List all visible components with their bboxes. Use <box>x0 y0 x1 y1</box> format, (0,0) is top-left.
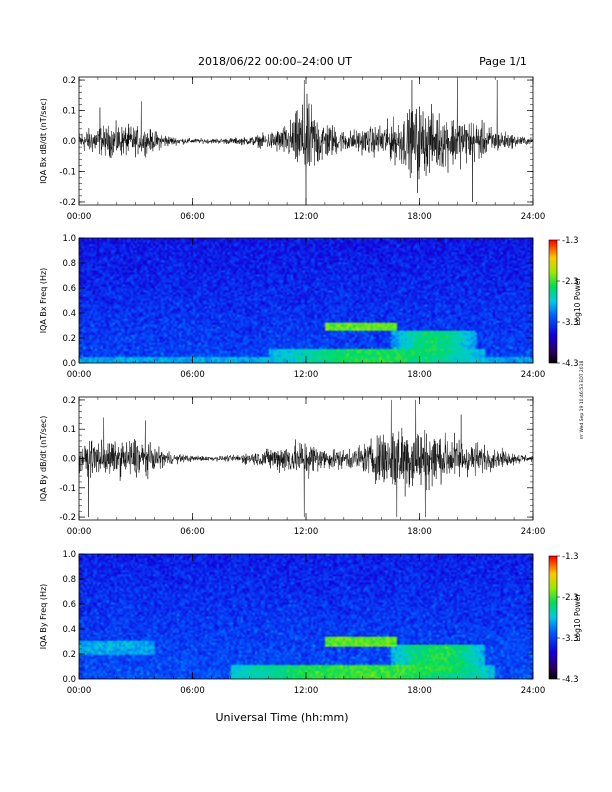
colorbar-tick-label: -1.3 <box>562 236 579 246</box>
y-tick-label: -0.2 <box>59 198 76 208</box>
x-tick-label: 18:00 <box>407 527 432 537</box>
x-tick-label: 12:00 <box>294 212 319 222</box>
colorbar-label: Log10 Power <box>573 593 582 642</box>
timestamp-stamp: rrr Wed Sep 19 10:46:53 EDT 2018 <box>579 361 585 440</box>
x-tick-label: 06:00 <box>180 212 205 222</box>
colorbar <box>549 240 557 363</box>
spectrogram-image <box>79 554 533 679</box>
y-tick-label: -0.1 <box>59 484 76 494</box>
colorbar-tick-label: -2.3 <box>562 277 579 287</box>
colorbar-tick-label: -3.3 <box>562 634 579 644</box>
x-tick-label: 00:00 <box>67 370 92 380</box>
y-tick-label: 0.0 <box>62 675 76 685</box>
y-tick-label: 0.1 <box>62 107 76 117</box>
x-tick-label: 24:00 <box>521 686 546 696</box>
x-tick-label: 00:00 <box>67 686 92 696</box>
x-axis-label: Universal Time (hh:mm) <box>216 711 349 724</box>
x-tick-label: 24:00 <box>521 527 546 537</box>
colorbar-label: Log10 Power <box>573 277 582 326</box>
y-axis-label: IQA By Freq (Hz) <box>39 584 48 650</box>
panel-4: -1.3 -2.3 -3.3 -4.3 Log10 Power 1.0 0.8 0.6 0.4 0… <box>39 550 582 696</box>
panel-2: -1.3 -2.3 -3.3 -4.3 Log10 Power 1.0 0.8 0.6 0.4 0… <box>39 234 582 380</box>
x-tick-label: 12:00 <box>294 370 319 380</box>
series-line <box>79 399 533 518</box>
page-number: Page 1/1 <box>479 55 527 68</box>
x-tick-label: 24:00 <box>521 212 546 222</box>
y-tick-label: 0.2 <box>62 334 76 344</box>
y-tick-label: 0.2 <box>62 76 76 86</box>
y-axis-label: IQA Bx dB/dt (nT/sec) <box>39 98 48 184</box>
colorbar-frame <box>548 239 558 364</box>
x-tick-label: 06:00 <box>180 686 205 696</box>
y-tick-label: 0.4 <box>62 309 76 319</box>
y-tick-label: 0.6 <box>62 600 76 610</box>
spectrogram-image <box>79 238 533 363</box>
colorbar-tick-label: -4.3 <box>562 359 579 369</box>
x-tick-label: 18:00 <box>407 212 432 222</box>
colorbar-frame <box>548 555 558 680</box>
y-tick-label: -0.2 <box>59 513 76 523</box>
x-tick-label: 18:00 <box>407 370 432 380</box>
colorbar-tick-label: -4.3 <box>562 675 579 685</box>
x-tick-label: 00:00 <box>67 527 92 537</box>
y-tick-label: 1.0 <box>62 234 76 244</box>
y-tick-label: 0.0 <box>62 455 76 465</box>
x-tick-label: 18:00 <box>407 686 432 696</box>
y-axis-label: IQA By dB/dt (nT/sec) <box>39 416 48 502</box>
y-tick-label: 0.2 <box>62 396 76 406</box>
y-tick-label: 0.2 <box>62 650 76 660</box>
x-tick-label: 12:00 <box>294 527 319 537</box>
panel-1: 0.2 0.1 0.0 -0.1 -0.2 00:00 06:00 12:00 18:00 24:… <box>39 76 545 222</box>
page-title: 2018/06/22 00:00–24:00 UT <box>198 55 352 68</box>
y-tick-label: 0.8 <box>62 259 76 269</box>
colorbar-tick-label: -3.3 <box>562 318 579 328</box>
x-tick-label: 06:00 <box>180 370 205 380</box>
series-line <box>79 80 533 202</box>
x-tick-label: 24:00 <box>521 370 546 380</box>
y-tick-label: -0.1 <box>59 167 76 177</box>
colorbar <box>549 556 557 679</box>
y-tick-label: 0.6 <box>62 284 76 294</box>
y-tick-label: 0.0 <box>62 137 76 147</box>
panel-3: 0.2 0.1 0.0 -0.1 -0.2 00:00 06:00 12:00 18:00 24:… <box>39 396 545 537</box>
x-tick-label: 00:00 <box>67 212 92 222</box>
colorbar-tick-label: -2.3 <box>562 593 579 603</box>
y-tick-label: 0.0 <box>62 359 76 369</box>
y-tick-label: 1.0 <box>62 550 76 560</box>
y-tick-label: 0.4 <box>62 625 76 635</box>
x-tick-label: 12:00 <box>294 686 319 696</box>
y-tick-label: 0.1 <box>62 425 76 435</box>
y-axis-label: IQA Bx Freq (Hz) <box>39 268 48 334</box>
x-tick-label: 06:00 <box>180 527 205 537</box>
y-tick-label: 0.8 <box>62 575 76 585</box>
colorbar-tick-label: -1.3 <box>562 552 579 562</box>
